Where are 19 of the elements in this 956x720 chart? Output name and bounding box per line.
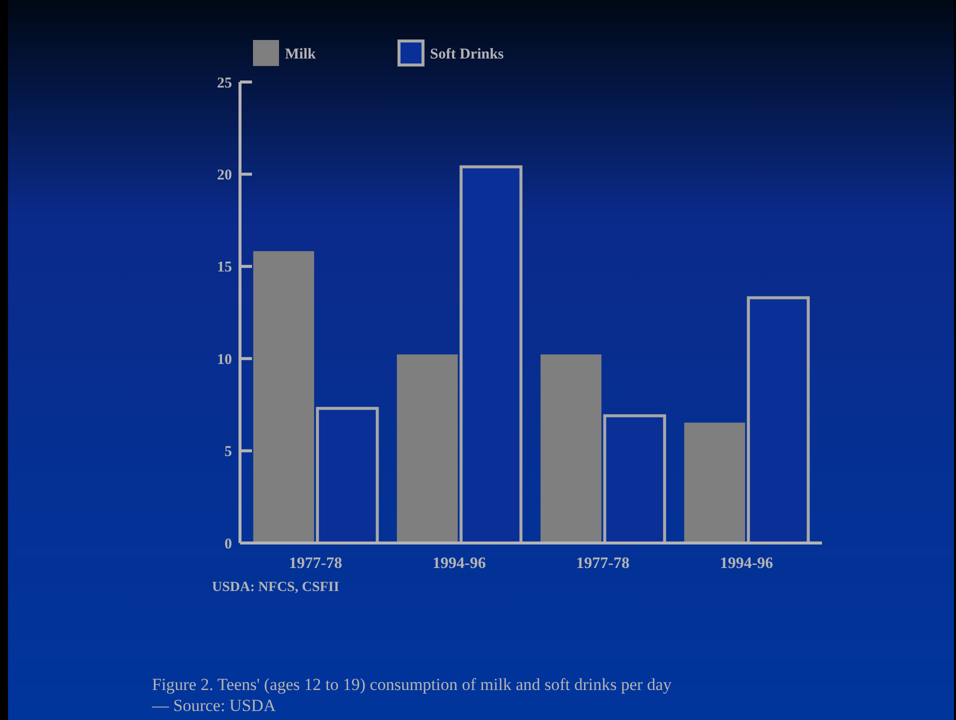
bar [540,354,602,544]
caption: Figure 2. Teens' (ages 12 to 19) consumption of milk and soft drinks per day [152,675,672,694]
y-tick-label: 10 [217,352,232,368]
x-tick-label: 1994-96 [432,555,486,572]
legend-label: Soft Drinks [430,46,504,62]
bar [684,422,746,544]
legend-label: Milk [285,46,316,62]
x-tick-label: 1977-78 [288,555,342,572]
y-tick-label: 0 [224,536,232,552]
y-tick-label: 5 [224,444,232,460]
y-tick-label: 15 [217,260,232,276]
y-tick-label: 25 [217,75,232,92]
x-tick-label: 1994-96 [720,555,774,572]
x-tick-label: 1977-78 [576,555,630,572]
bar [396,354,458,544]
bar [253,251,314,544]
text: — Source: USDA [151,696,276,715]
y-tick-label: 20 [217,167,232,184]
text: USDA: NFCS, CSFII [212,580,340,595]
